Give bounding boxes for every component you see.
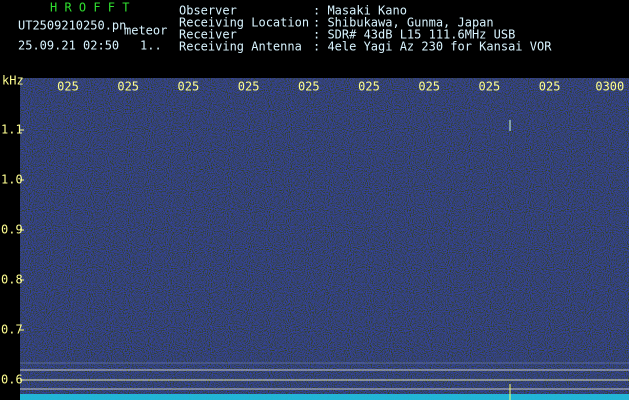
y-tick-label: 0.7 xyxy=(1,323,23,337)
y-tick-label: 1.1 xyxy=(1,123,23,137)
y-axis-unit: kHz xyxy=(2,74,24,88)
x-tick-label: 0300 xyxy=(595,80,624,94)
spectrogram-noise xyxy=(20,78,629,400)
field-label: Observer xyxy=(179,4,237,18)
field-value: : Masaki Kano xyxy=(313,4,407,18)
app-title: H R O F F T xyxy=(50,1,129,15)
y-tick-label: 1.0 xyxy=(1,173,23,187)
datetime: 25.09.21 02:50 xyxy=(18,39,119,53)
x-tick-label: 025 xyxy=(57,80,79,94)
y-tick-label: 0.8 xyxy=(1,273,23,287)
x-tick-label: 025 xyxy=(178,80,200,94)
field-label: Receiver xyxy=(179,28,237,42)
field-value: : 4ele Yagi Az 230 for Kansai VOR xyxy=(313,40,552,54)
y-tick-label: 0.9 xyxy=(1,223,23,237)
x-tick-label: 025 xyxy=(238,80,260,94)
y-tick-label: 0.6 xyxy=(1,373,23,387)
x-tick-label: 025 xyxy=(358,80,380,94)
field-value: : SDR# 43dB L15 111.6MHz USB xyxy=(313,28,515,42)
x-tick-label: 025 xyxy=(539,80,561,94)
field-label: Receiving Antenna xyxy=(179,40,302,54)
field-value: : Shibukawa, Gunma, Japan xyxy=(313,16,494,30)
field-label: Receiving Location xyxy=(179,16,309,30)
counter: 1.. xyxy=(140,39,162,53)
x-tick-label: 025 xyxy=(479,80,501,94)
x-tick-label: 025 xyxy=(298,80,320,94)
x-tick-label: 025 xyxy=(117,80,139,94)
x-tick-label: 025 xyxy=(418,80,440,94)
mode: meteor xyxy=(124,24,167,38)
file-name: UT2509210250.pn xyxy=(18,19,126,33)
signal-level-strip xyxy=(20,394,629,400)
